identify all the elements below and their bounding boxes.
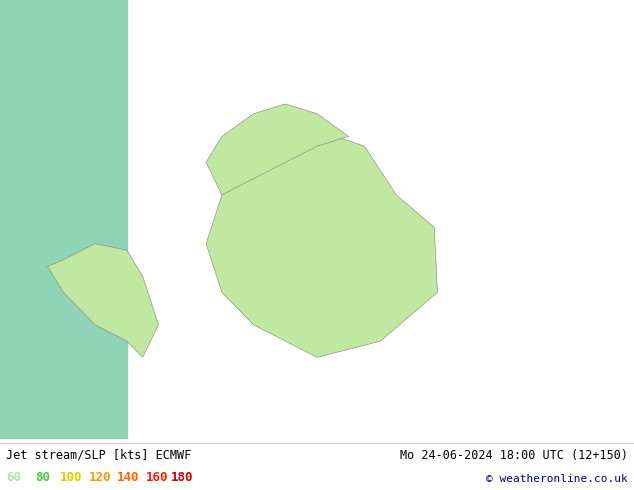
- Text: 180: 180: [171, 471, 193, 484]
- Text: 80: 80: [35, 471, 50, 484]
- Polygon shape: [48, 244, 158, 357]
- Text: © weatheronline.co.uk: © weatheronline.co.uk: [486, 474, 628, 484]
- Polygon shape: [206, 130, 437, 357]
- Text: Mo 24-06-2024 18:00 UTC (12+150): Mo 24-06-2024 18:00 UTC (12+150): [399, 449, 628, 462]
- Text: 140: 140: [117, 471, 139, 484]
- Text: 160: 160: [146, 471, 168, 484]
- Text: 60: 60: [6, 471, 22, 484]
- Polygon shape: [206, 104, 349, 195]
- Bar: [0, 0, 127, 439]
- Text: 120: 120: [89, 471, 111, 484]
- Text: 100: 100: [60, 471, 82, 484]
- Text: Jet stream/SLP [kts] ECMWF: Jet stream/SLP [kts] ECMWF: [6, 449, 191, 462]
